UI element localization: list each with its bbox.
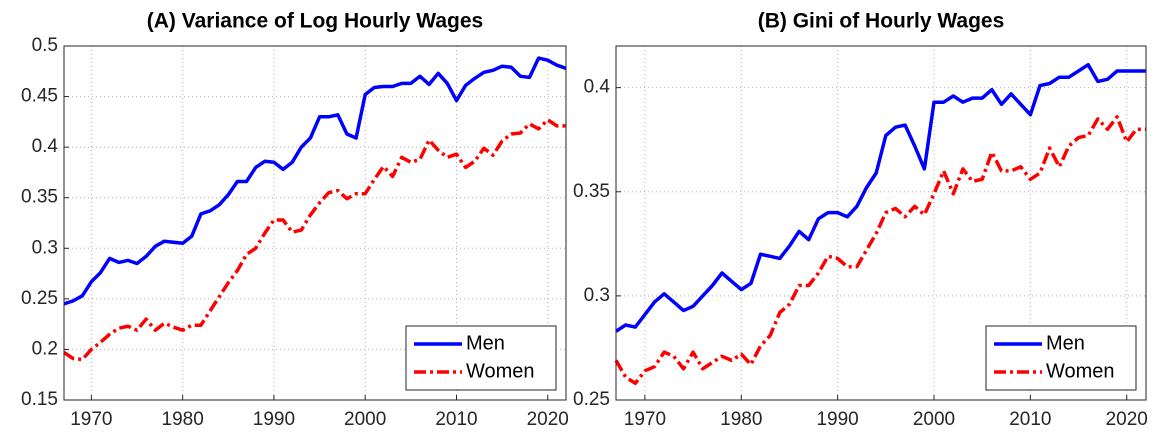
x-tick-label: 2010 — [435, 409, 477, 430]
plot-frame — [63, 45, 567, 401]
y-tick-label: 0.3 — [32, 237, 58, 258]
y-tick-label: 0.2 — [32, 338, 58, 359]
legend: Men Women — [405, 325, 557, 391]
data-line — [614, 115, 1146, 386]
y-tick-label: 0.4 — [584, 77, 611, 98]
legend-label: Men — [1046, 332, 1085, 354]
x-tick-label: 1990 — [816, 409, 858, 430]
x-tick-label: 1970 — [624, 409, 666, 430]
data-line — [63, 56, 567, 306]
x-tick-label: 2010 — [1009, 409, 1051, 430]
y-tick-label: 0.35 — [573, 181, 610, 202]
x-tick-label: 1980 — [720, 409, 762, 430]
legend: Men Women — [985, 325, 1137, 391]
y-tick-label: 0.4 — [32, 136, 59, 157]
data-line — [63, 118, 566, 362]
x-tick-label: 1970 — [70, 409, 112, 430]
y-tick-label: 0.35 — [21, 187, 58, 208]
x-tick-label: 1980 — [162, 409, 204, 430]
chart-title: (A) Variance of Log Hourly Wages — [147, 10, 483, 33]
y-tick-label: 0.15 — [21, 389, 58, 410]
y-tick-label: 0.5 — [32, 35, 58, 56]
data-line — [615, 62, 1146, 333]
legend-label: Women — [1046, 360, 1115, 382]
y-tick-label: 0.45 — [21, 86, 58, 107]
x-tick-label: 2000 — [913, 409, 955, 430]
legend-label: Women — [466, 360, 535, 382]
panel: 1970 1980 1990 2000 2010 2020 0.15 0.2 0.25 0.3 0.… — [21, 10, 569, 430]
chart-title: (B) Gini of Hourly Wages — [758, 10, 1005, 33]
x-tick-label: 1990 — [253, 409, 295, 430]
x-tick-label: 2020 — [1106, 409, 1148, 430]
y-tick-label: 0.25 — [573, 389, 610, 410]
legend-box — [405, 325, 557, 391]
y-tick-label: 0.25 — [21, 288, 58, 309]
x-tick-label: 2020 — [527, 409, 569, 430]
legend-label: Men — [466, 332, 505, 354]
x-tick-label: 2000 — [344, 409, 386, 430]
panel: 1970 1980 1990 2000 2010 2020 0.25 0.3 0.35 0.4 (B… — [573, 10, 1148, 430]
y-tick-label: 0.3 — [584, 285, 610, 306]
plot-frame — [615, 45, 1147, 401]
legend-box — [985, 325, 1137, 391]
